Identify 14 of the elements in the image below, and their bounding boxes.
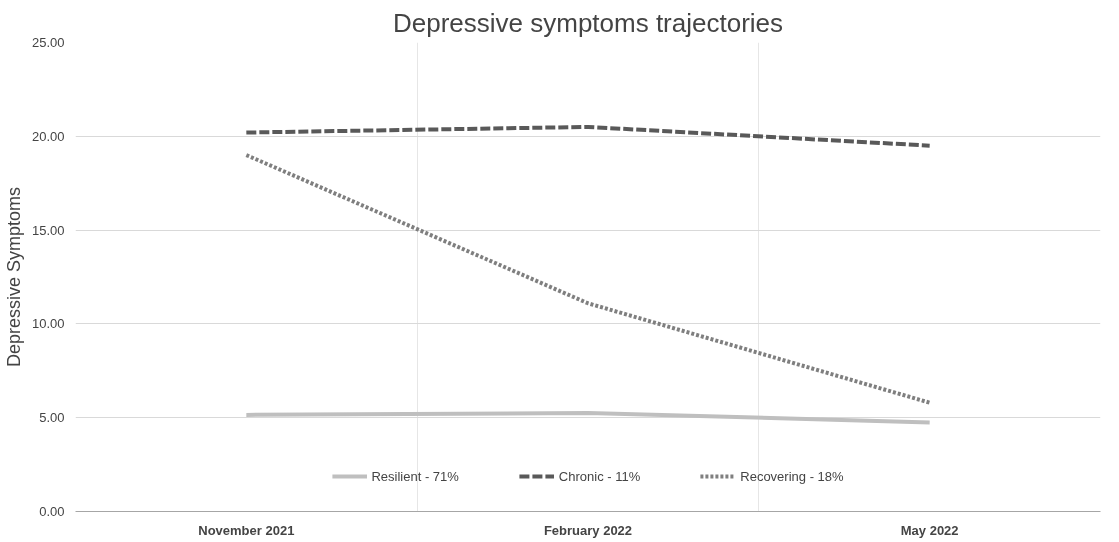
y-tick-label: 10.00 (31, 316, 65, 332)
x-tick-label: May 2022 (900, 522, 959, 538)
y-tick-label: 5.00 (39, 410, 65, 426)
legend-label: Recovering - 18% (740, 468, 844, 484)
legend-label: Resilient - 71% (371, 468, 459, 484)
y-tick-label: 15.00 (31, 222, 65, 238)
chart-title: Depressive symptoms trajectories (392, 7, 784, 38)
y-tick-label: 0.00 (39, 504, 65, 519)
x-tick-label: February 2022 (543, 522, 633, 538)
y-axis-title: Depressive Symptoms (3, 186, 24, 368)
y-tick-label: 25.00 (31, 35, 65, 50)
y-tick-label: 20.00 (31, 128, 65, 144)
legend-label: Chronic - 11% (558, 468, 641, 484)
x-tick-label: November 2021 (198, 522, 295, 538)
